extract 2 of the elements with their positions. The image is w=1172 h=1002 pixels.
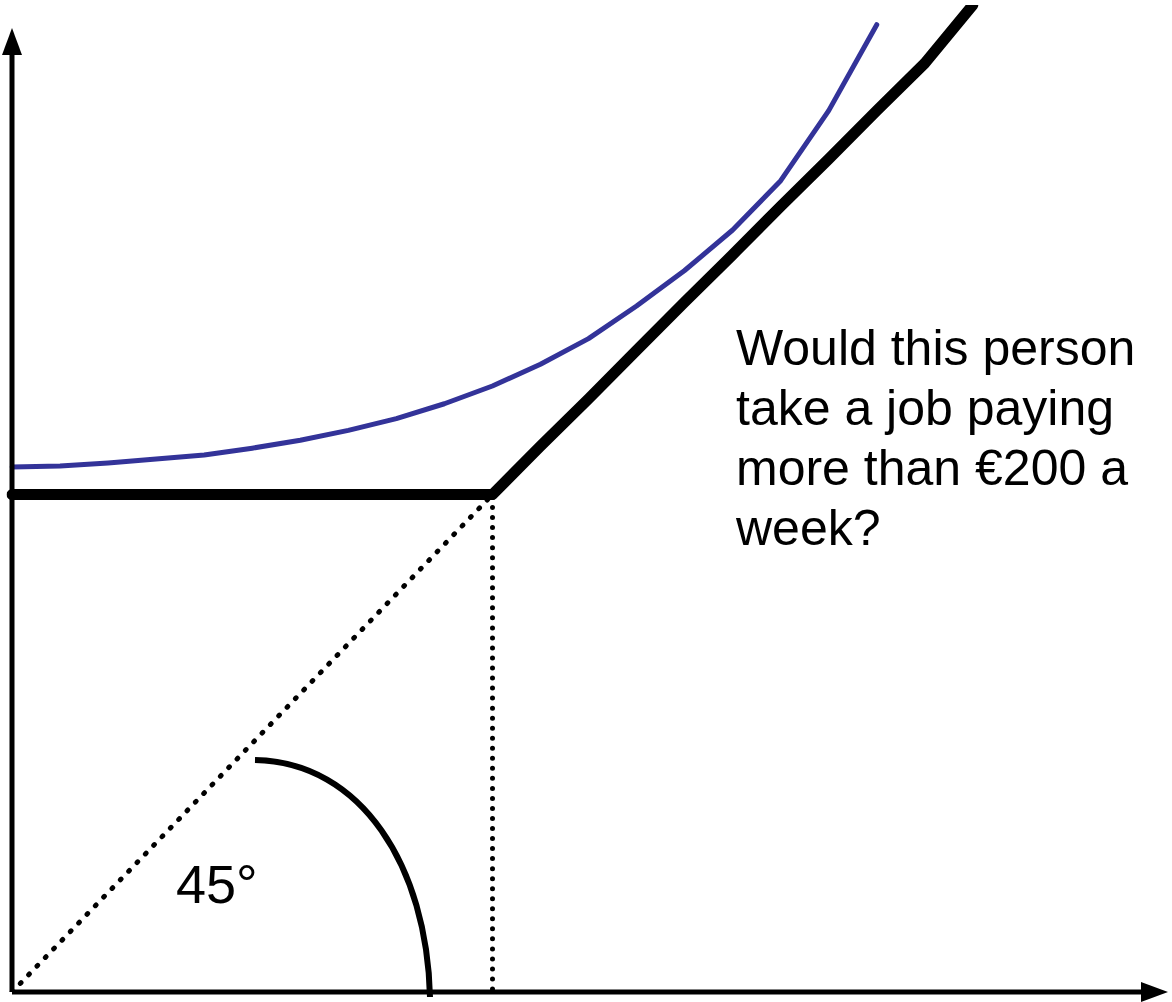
annotation: 45°: [176, 853, 258, 916]
annotation: Would this person take a job paying more than €200 a week?: [736, 319, 1137, 558]
